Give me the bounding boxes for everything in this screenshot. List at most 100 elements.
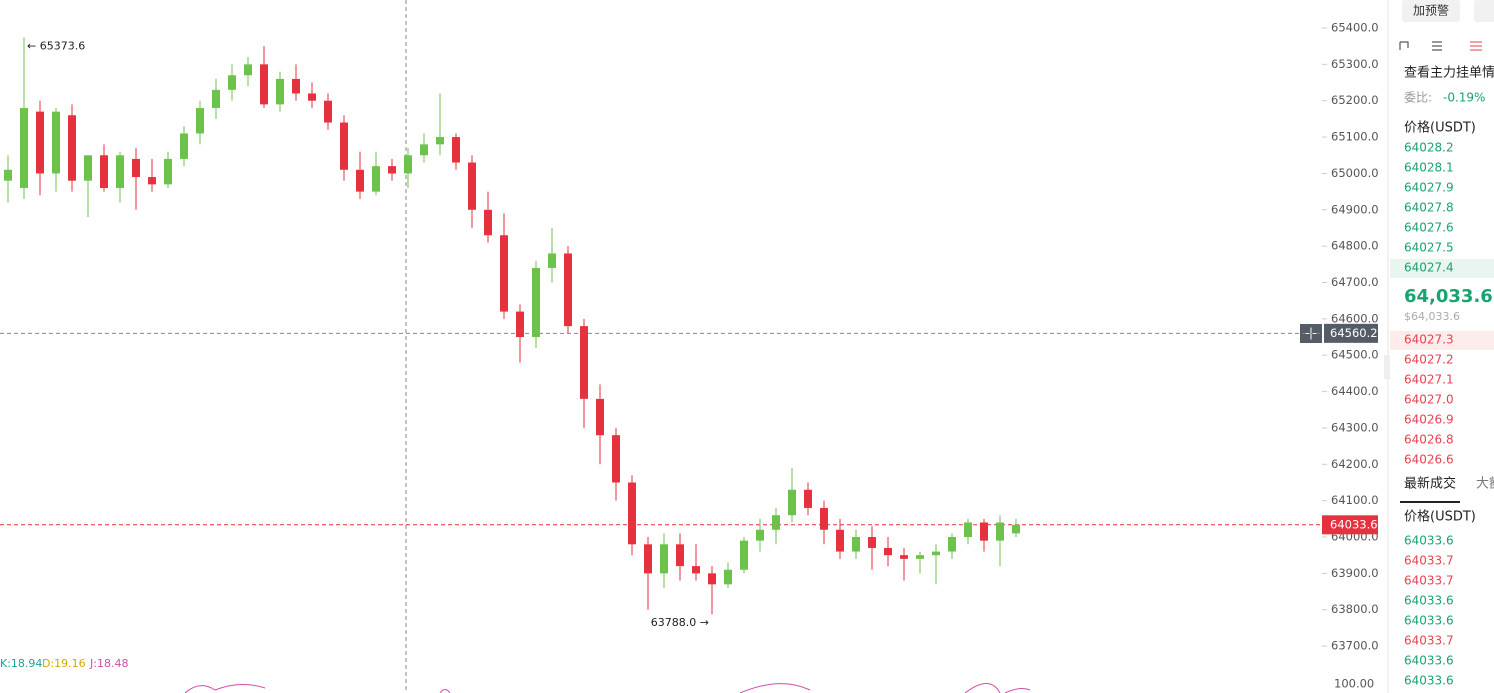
- ratio-label: 委比:: [1404, 91, 1432, 105]
- y-tick-label: 64100.0: [1331, 493, 1379, 507]
- last-price-label: 64033.6: [1330, 517, 1378, 531]
- indicator-d: D:19.16: [42, 657, 86, 670]
- bid-price: 64026.8: [1404, 433, 1454, 447]
- candle-body: [228, 75, 236, 90]
- more-button[interactable]: [1474, 0, 1494, 22]
- candle-body: [660, 544, 668, 574]
- candle-body: [628, 482, 636, 545]
- candle-body: [772, 515, 780, 530]
- indicator-k: K:18.94: [0, 657, 42, 670]
- ratio-value: -0.19%: [1443, 91, 1485, 105]
- y-tick-label: 65400.0: [1331, 20, 1379, 34]
- y-tick-label: 65100.0: [1331, 130, 1379, 144]
- bid-highlight: [1390, 331, 1494, 350]
- candle-body: [756, 529, 764, 541]
- y-tick-label: 63700.0: [1331, 639, 1379, 653]
- alert-button-label[interactable]: 加预警: [1413, 3, 1449, 18]
- candle-body: [340, 122, 348, 170]
- ask-price: 64027.6: [1404, 221, 1454, 235]
- candle-body: [580, 326, 588, 399]
- candle-body: [308, 93, 316, 101]
- candle-body: [372, 166, 380, 192]
- candle-body: [644, 544, 652, 574]
- candle-body: [980, 522, 988, 541]
- trade-price: 64033.6: [1404, 614, 1454, 628]
- alert-button[interactable]: [1402, 0, 1460, 22]
- candle-body: [420, 144, 428, 156]
- candle-body: [404, 155, 412, 174]
- icon[interactable]: [1470, 41, 1482, 51]
- candle-body: [788, 489, 796, 516]
- candle-body: [964, 522, 972, 538]
- trades-tab[interactable]: 最新成交: [1404, 476, 1456, 492]
- trade-price: 64033.7: [1404, 574, 1454, 588]
- candle-body: [884, 547, 892, 556]
- y-tick-label: 64800.0: [1331, 239, 1379, 253]
- y-tick-label: 64300.0: [1331, 420, 1379, 434]
- candle-body: [84, 155, 92, 181]
- candle-body: [180, 133, 188, 159]
- candle-body: [100, 155, 108, 188]
- view-orders[interactable]: 查看主力挂单情: [1404, 65, 1494, 81]
- y-tick-label: 64400.0: [1331, 384, 1379, 398]
- large-tab[interactable]: 大额: [1476, 477, 1494, 492]
- y-tick-label: 64700.0: [1331, 275, 1379, 289]
- candle-body: [436, 137, 444, 145]
- trade-price: 64033.6: [1404, 654, 1454, 668]
- indicator-line: [184, 683, 1031, 693]
- indicator-axis-label: 100.00: [1334, 677, 1374, 691]
- candle-body: [596, 398, 604, 436]
- candle-body: [276, 78, 284, 105]
- last-price-label-bg: [1322, 515, 1378, 535]
- y-tick-label: 64900.0: [1331, 202, 1379, 216]
- candle-body: [532, 267, 540, 338]
- last-price: 64,033.6: [1404, 286, 1493, 307]
- y-tick-label: 63900.0: [1331, 566, 1379, 580]
- candle-body: [196, 107, 204, 134]
- candle-body: [244, 64, 252, 76]
- ask-price: 64028.1: [1404, 161, 1454, 175]
- candle-body: [932, 551, 940, 556]
- candle-body: [852, 537, 860, 552]
- trade-price: 64033.6: [1404, 674, 1454, 688]
- candle-body: [4, 169, 12, 181]
- candle-body: [212, 89, 220, 108]
- candle-body: [948, 537, 956, 552]
- candle-body: [148, 177, 156, 185]
- candle-body: [548, 253, 556, 268]
- candle-body: [612, 435, 620, 483]
- panel-icons: [1300, 0, 1494, 503]
- bid-price: 64026.6: [1404, 453, 1454, 467]
- y-tick-label: 63800.0: [1331, 602, 1379, 616]
- y-tick-label: 64500.0: [1331, 348, 1379, 362]
- collapse-handle[interactable]: [1384, 355, 1390, 379]
- book-header: 价格(USDT): [1404, 120, 1476, 136]
- candle-body: [116, 155, 124, 188]
- candle-body: [164, 158, 172, 185]
- candle-body: [468, 162, 476, 210]
- candle-body: [388, 166, 396, 174]
- icon[interactable]: [1432, 41, 1442, 51]
- candle-body: [868, 537, 876, 548]
- bid-price: 64027.0: [1404, 393, 1454, 407]
- ask-price: 64027.5: [1404, 241, 1454, 255]
- high-label: ← 65373.6: [27, 40, 85, 53]
- crosshair-label: 64560.2: [1330, 326, 1378, 340]
- low-label: 63788.0 →: [651, 616, 709, 629]
- trade-price: 64033.7: [1404, 554, 1454, 568]
- ask-highlight: [1390, 259, 1494, 278]
- candle-body: [564, 253, 572, 327]
- candle-body: [724, 569, 732, 585]
- candle-body: [836, 529, 844, 552]
- candle-body: [996, 522, 1004, 541]
- candle-body: [452, 137, 460, 163]
- candle-body: [260, 64, 268, 105]
- ask-price: 64027.4: [1404, 261, 1454, 275]
- indicator-j: J:18.48: [89, 657, 128, 670]
- candle-body: [692, 566, 700, 574]
- candle-body: [36, 111, 44, 174]
- icon[interactable]: [1399, 41, 1409, 50]
- bid-price: 64027.2: [1404, 353, 1454, 367]
- candle-body: [740, 540, 748, 570]
